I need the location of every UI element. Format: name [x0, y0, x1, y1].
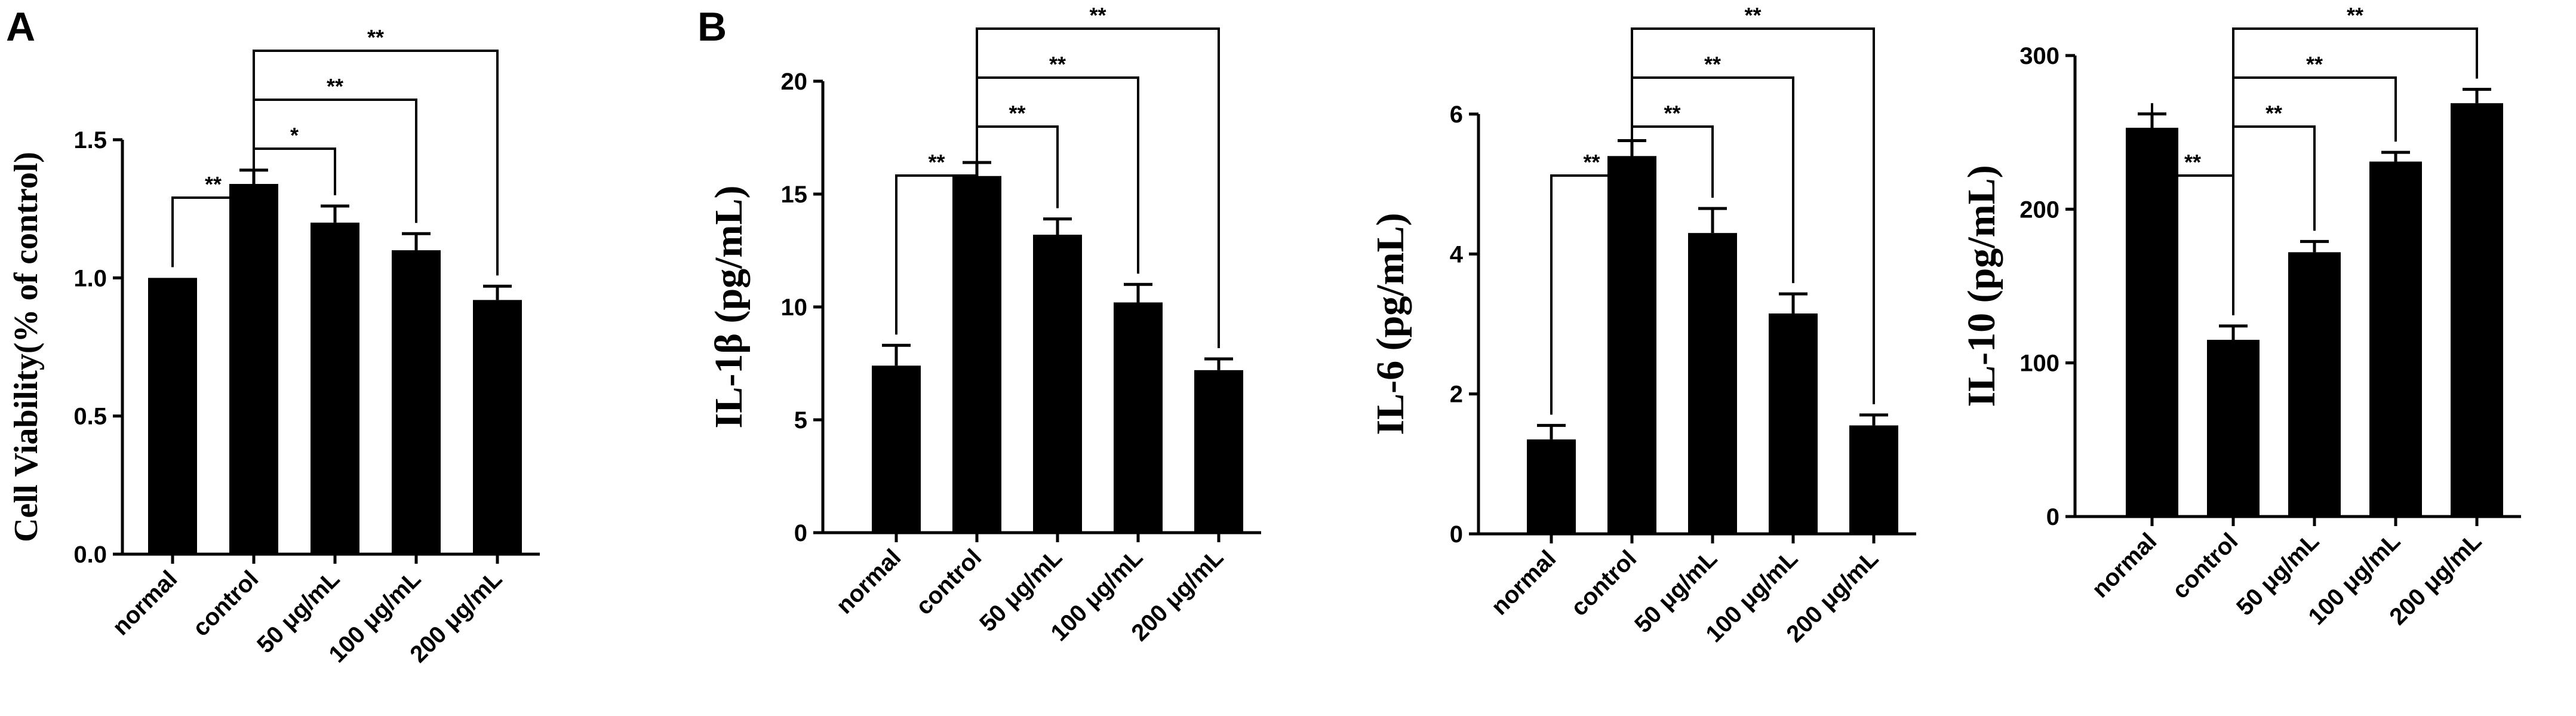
significance-bracket	[253, 50, 499, 276]
significance-label: **	[1009, 101, 1025, 125]
y-tick-label: 0.5	[73, 404, 107, 430]
bar-5	[2451, 103, 2503, 517]
charts-group: 0.0 0.5 1.0 1.5 Cell Viability(% of control)…	[8, 3, 2521, 668]
bar-1	[872, 365, 921, 533]
y-tick-label: 4	[1450, 241, 1464, 268]
y-axis-label: IL-6 (pg/mL)	[1369, 213, 1412, 435]
y-tick-label: 300	[2019, 43, 2059, 69]
bar-5	[1194, 370, 1243, 533]
category-label: control	[1566, 545, 1641, 621]
bar-4	[1114, 302, 1163, 533]
y-tick-label: 100	[2019, 351, 2059, 377]
significance-label: **	[367, 25, 384, 50]
significance-label: **	[205, 172, 222, 196]
bar-3	[311, 222, 359, 554]
significance-label: **	[1583, 150, 1600, 174]
bar-4	[392, 250, 441, 554]
bar-2	[952, 176, 1001, 533]
bar-5	[473, 300, 522, 554]
significance-label: **	[1744, 3, 1761, 27]
y-tick-label: 0	[2046, 504, 2059, 530]
bar-4	[2369, 161, 2422, 517]
significance-bracket	[1631, 27, 1875, 404]
significance-label: **	[2347, 3, 2363, 27]
significance-label: **	[2184, 150, 2201, 174]
y-tick-label: 1.5	[73, 127, 107, 153]
y-tick-label: 20	[781, 69, 808, 95]
bar-1	[2126, 127, 2178, 517]
y-tick-label: 0.0	[73, 542, 107, 568]
category-label: control	[911, 544, 986, 620]
category-label: normal	[2087, 528, 2162, 603]
bar-3	[1033, 235, 1082, 533]
bar-4	[1769, 313, 1818, 534]
y-axis-label: IL-10 (pg/mL)	[1960, 165, 2003, 407]
significance-label: *	[290, 123, 299, 147]
significance-bracket	[2232, 27, 2478, 315]
significance-bracket	[171, 159, 255, 268]
significance-label: **	[327, 74, 343, 99]
y-tick-label: 2	[1450, 382, 1463, 408]
significance-label: **	[1089, 3, 1106, 27]
y-tick-label: 0	[794, 520, 807, 546]
significance-label: **	[2306, 52, 2323, 76]
bar-3	[1688, 233, 1737, 534]
bar-1	[148, 278, 197, 554]
significance-label: **	[1704, 52, 1721, 76]
significance-bracket	[895, 152, 978, 335]
significance-bracket	[976, 27, 1220, 348]
y-tick-label: 1.0	[73, 265, 107, 291]
y-tick-label: 15	[781, 182, 808, 208]
bar-1	[1527, 439, 1576, 534]
y-tick-label: 200	[2019, 196, 2059, 223]
panel-label-a: A	[6, 4, 35, 50]
category-label: normal	[831, 544, 906, 619]
bar-2	[2207, 340, 2260, 517]
y-axis-label: Cell Viability(% of control)	[8, 152, 45, 542]
bar-2	[229, 184, 278, 554]
category-label: normal	[1486, 545, 1561, 620]
bar-5	[1849, 425, 1898, 534]
significance-label: **	[1664, 101, 1680, 125]
bar-3	[2288, 252, 2341, 517]
y-tick-label: 10	[781, 294, 808, 321]
y-tick-label: 6	[1450, 102, 1463, 128]
y-tick-label: 5	[794, 407, 807, 434]
bar-2	[1607, 156, 1656, 534]
significance-label: **	[2265, 101, 2282, 125]
category-label: normal	[107, 566, 182, 640]
y-tick-label: 0	[1450, 521, 1463, 548]
chart-1: 0.0 0.5 1.0 1.5 Cell Viability(% of control)…	[8, 25, 540, 668]
category-label: control	[2167, 528, 2243, 604]
significance-label: **	[1049, 52, 1066, 76]
significance-label: **	[928, 150, 945, 174]
significance-bracket	[1550, 130, 1633, 415]
category-label: control	[187, 566, 263, 641]
panel-label-b: B	[697, 4, 727, 50]
y-axis-label: IL-1β (pg/mL)	[707, 186, 751, 429]
